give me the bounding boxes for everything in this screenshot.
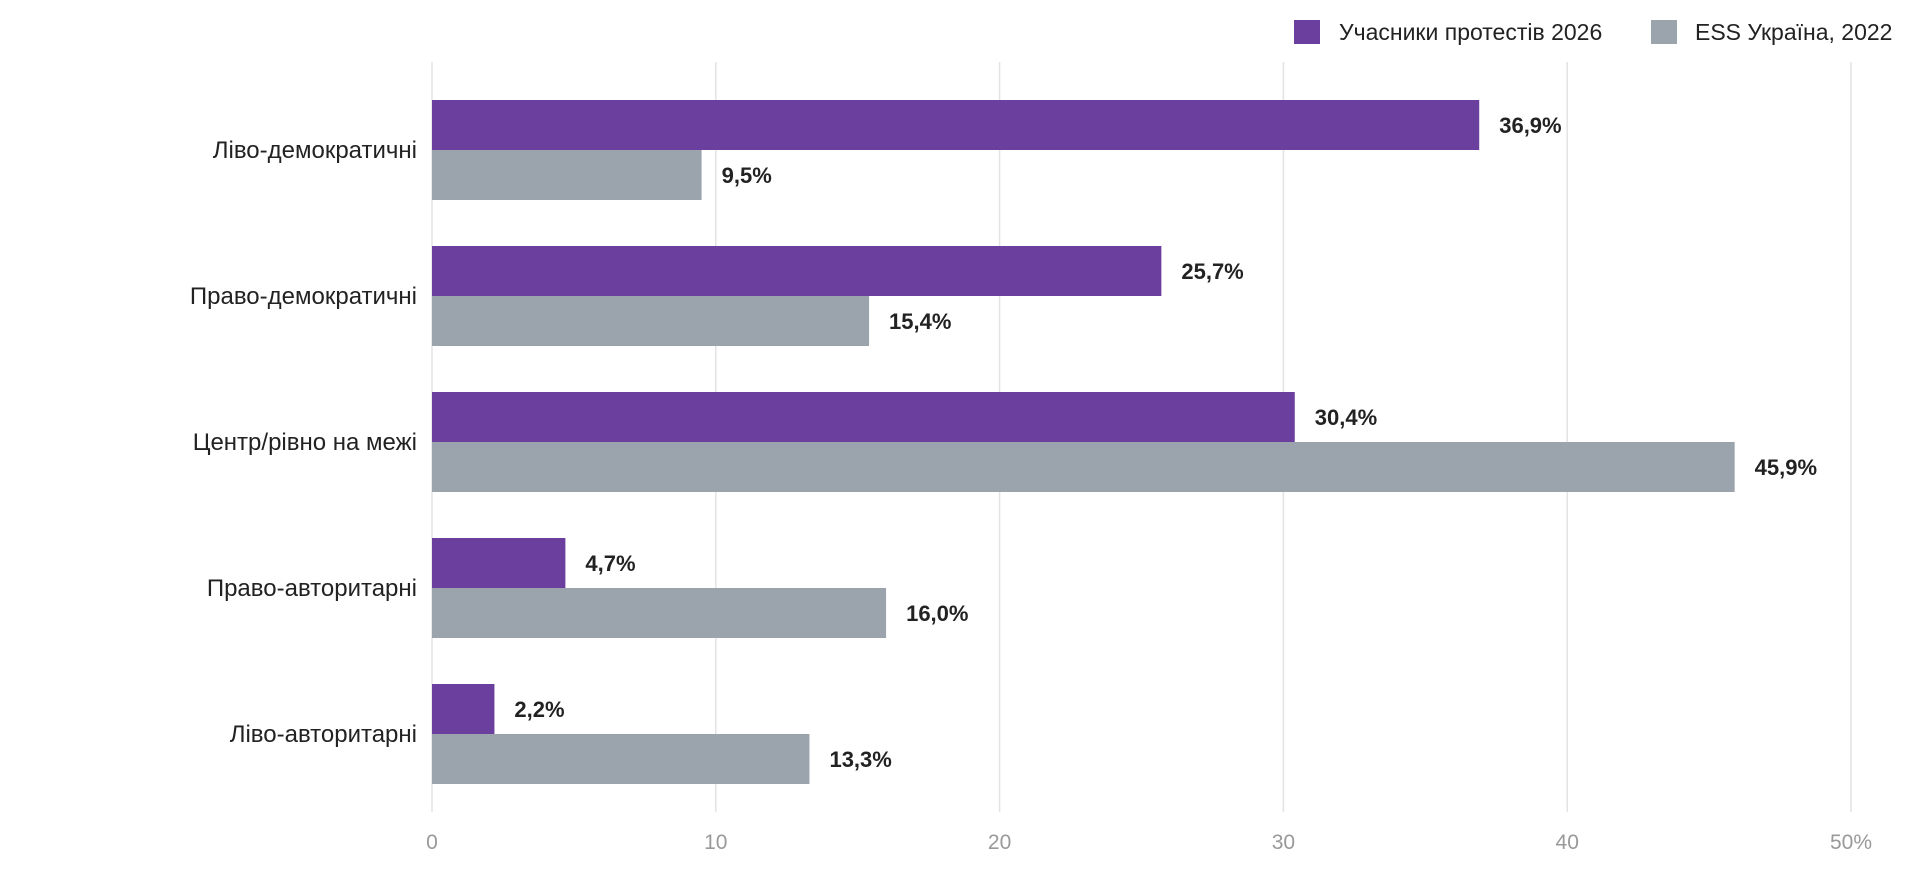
- x-tick-label: 40: [1556, 831, 1579, 854]
- bar: [432, 296, 870, 346]
- bar-value-label: 25,7%: [1181, 259, 1243, 284]
- legend-swatch: [1651, 20, 1677, 44]
- x-tick-label: 20: [988, 831, 1011, 854]
- legend-label: Учасники протестів 2026: [1339, 19, 1602, 45]
- legend-swatch: [1294, 20, 1320, 44]
- bar: [432, 100, 1480, 150]
- category-labels: Ліво-демократичні Право-демократичні Центр…: [190, 137, 417, 748]
- bar-value-label: 2,2%: [514, 697, 564, 722]
- category-label: Ліво-авторитарні: [230, 721, 417, 748]
- x-tick-label: 30: [1272, 831, 1295, 854]
- bar-value-label: 9,5%: [722, 163, 772, 188]
- bar: [432, 150, 702, 200]
- bar: [432, 588, 887, 638]
- bar: [432, 538, 566, 588]
- category-label: Право-демократичні: [190, 283, 417, 310]
- category-label: Центр/рівно на межі: [193, 429, 417, 456]
- bar-value-label: 13,3%: [829, 747, 891, 772]
- x-axis-ticks: 0 10 20 30 40 50%: [426, 831, 1872, 854]
- bars: [432, 100, 1735, 784]
- bar-value-label: 45,9%: [1755, 455, 1817, 480]
- bar-value-label: 15,4%: [889, 309, 951, 334]
- legend-label: ESS Україна, 2022: [1695, 19, 1892, 45]
- bar: [432, 392, 1295, 442]
- category-label: Ліво-демократичні: [213, 137, 417, 164]
- bar-value-label: 30,4%: [1315, 405, 1377, 430]
- bar-value-label: 16,0%: [906, 601, 968, 626]
- bar: [432, 684, 495, 734]
- x-tick-label: 0: [426, 831, 438, 854]
- bar-value-label: 4,7%: [585, 551, 635, 576]
- legend: Учасники протестів 2026 ESS Україна, 2022: [1294, 19, 1892, 45]
- bar: [432, 442, 1735, 492]
- category-label: Право-авторитарні: [207, 575, 417, 602]
- value-labels: 36,9% 9,5% 25,7% 15,4% 30,4% 45,9% 4,7% 16,0% 2,…: [514, 113, 1817, 772]
- x-tick-label: 10: [704, 831, 727, 854]
- bar: [432, 246, 1162, 296]
- bar: [432, 734, 810, 784]
- x-tick-label: 50%: [1830, 831, 1872, 854]
- bar-value-label: 36,9%: [1499, 113, 1561, 138]
